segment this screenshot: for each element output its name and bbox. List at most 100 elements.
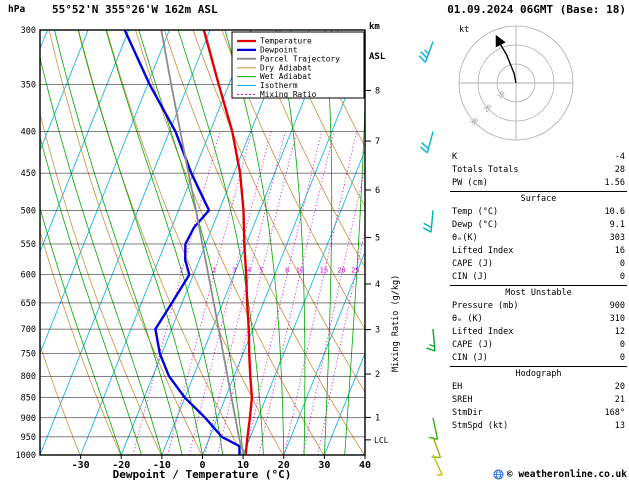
svg-text:600: 600 bbox=[21, 271, 36, 281]
svg-text:20: 20 bbox=[482, 103, 493, 114]
hodograph-unit-label: kt bbox=[459, 25, 470, 35]
index-value: 12 bbox=[614, 327, 625, 337]
copyright-text: © weatheronline.co.uk bbox=[506, 469, 627, 480]
svg-text:8: 8 bbox=[375, 86, 380, 96]
svg-text:300: 300 bbox=[21, 26, 36, 36]
svg-text:25: 25 bbox=[351, 267, 359, 275]
index-row: StmDir 168° bbox=[450, 407, 627, 420]
globe-icon bbox=[493, 469, 504, 480]
indices-section-surface: Surface Temp (°C) 10.6 Dewp (°C) 9.1 θₑ(K) 303… bbox=[450, 191, 627, 284]
wind-barbs bbox=[418, 41, 443, 476]
index-label: Lifted Index bbox=[452, 327, 514, 337]
index-value: 900 bbox=[609, 301, 625, 311]
svg-text:550: 550 bbox=[21, 240, 36, 250]
svg-text:750: 750 bbox=[21, 349, 36, 359]
index-row: Lifted Index 16 bbox=[450, 245, 627, 258]
svg-text:2: 2 bbox=[212, 267, 216, 275]
svg-text:10: 10 bbox=[496, 89, 507, 100]
svg-text:15: 15 bbox=[320, 267, 328, 275]
index-value: 168° bbox=[604, 408, 625, 418]
index-row: PW (cm) 1.56 bbox=[450, 177, 627, 190]
svg-text:Dry Adiabat: Dry Adiabat bbox=[260, 63, 312, 72]
sounding-curves bbox=[123, 30, 254, 455]
pressure-unit-label: hPa bbox=[8, 4, 26, 15]
svg-text:2: 2 bbox=[375, 370, 380, 380]
svg-text:500: 500 bbox=[21, 206, 36, 216]
index-row: CAPE (J) 0 bbox=[450, 258, 627, 271]
mixing-ratio-axis-label: Mixing Ratio (g/kg) bbox=[391, 274, 401, 372]
section-title: Most Unstable bbox=[505, 288, 572, 298]
svg-text:800: 800 bbox=[21, 372, 36, 382]
svg-text:-20: -20 bbox=[112, 460, 130, 471]
index-label: CAPE (J) bbox=[452, 259, 493, 269]
copyright: © weatheronline.co.uk bbox=[493, 469, 627, 480]
index-label: SREH bbox=[452, 395, 473, 405]
index-value: 0 bbox=[619, 272, 625, 282]
index-label: K bbox=[452, 152, 458, 162]
svg-text:30: 30 bbox=[318, 460, 330, 471]
svg-text:1: 1 bbox=[179, 267, 183, 275]
index-value: 1.56 bbox=[604, 178, 625, 188]
svg-text:3: 3 bbox=[375, 326, 380, 336]
index-value: 310 bbox=[609, 314, 625, 324]
index-value: 10.6 bbox=[604, 207, 625, 217]
svg-text:1000: 1000 bbox=[16, 451, 36, 461]
index-label: Lifted Index bbox=[452, 246, 514, 256]
svg-text:Mixing Ratio: Mixing Ratio bbox=[260, 90, 317, 99]
index-row: K -4 bbox=[450, 151, 627, 164]
index-row: θₑ(K) 303 bbox=[450, 232, 627, 245]
svg-text:5: 5 bbox=[375, 233, 380, 243]
svg-text:3: 3 bbox=[232, 267, 236, 275]
index-label: θₑ(K) bbox=[452, 233, 478, 243]
index-label: θₑ (K) bbox=[452, 314, 483, 324]
svg-text:4: 4 bbox=[247, 267, 251, 275]
index-label: CAPE (J) bbox=[452, 340, 493, 350]
altitude-unit-km: km bbox=[369, 22, 380, 32]
altitude-axis-ticks: 8 7 6 5 4 3 2 1 bbox=[365, 86, 380, 441]
mixing-ratio-labels: 1 2 3 4 5 8 10 15 20 25 bbox=[179, 267, 360, 275]
svg-text:700: 700 bbox=[21, 325, 36, 335]
svg-text:10: 10 bbox=[296, 267, 304, 275]
index-value: 20 bbox=[614, 382, 625, 392]
section-title: Surface bbox=[520, 194, 557, 204]
pressure-axis-labels: 300 350 400 450 500 550 600 650 700 750 800 850 900 9… bbox=[16, 26, 36, 461]
svg-text:20: 20 bbox=[337, 267, 345, 275]
svg-text:-10: -10 bbox=[153, 460, 171, 471]
station-title: 55°52'N 355°26'W 162m ASL bbox=[52, 3, 218, 16]
datetime-title: 01.09.2024 06GMT (Base: 18) bbox=[447, 3, 626, 16]
dewpoint-curve bbox=[123, 30, 241, 455]
index-value: 9.1 bbox=[609, 220, 625, 230]
index-label: EH bbox=[452, 382, 463, 392]
svg-text:5: 5 bbox=[259, 267, 263, 275]
svg-text:400: 400 bbox=[21, 128, 36, 138]
svg-text:900: 900 bbox=[21, 414, 36, 424]
index-row: CIN (J) 0 bbox=[450, 352, 627, 365]
svg-text:0: 0 bbox=[199, 460, 205, 471]
index-value: -4 bbox=[614, 152, 625, 162]
index-label: StmSpd (kt) bbox=[452, 421, 509, 431]
svg-text:650: 650 bbox=[21, 299, 36, 309]
parcel-curve bbox=[160, 30, 247, 455]
index-value: 0 bbox=[619, 259, 625, 269]
index-label: Totals Totals bbox=[452, 165, 519, 175]
index-value: 16 bbox=[614, 246, 625, 256]
svg-text:Isotherm: Isotherm bbox=[260, 81, 298, 90]
svg-text:4: 4 bbox=[375, 280, 380, 290]
indices-section-hodograph: Hodograph EH 20 SREH 21 StmDir 168° StmSpd (kt)… bbox=[450, 366, 627, 433]
svg-text:30: 30 bbox=[469, 116, 480, 127]
index-value: 13 bbox=[614, 421, 625, 431]
svg-text:7: 7 bbox=[375, 137, 380, 147]
svg-text:Dewpoint: Dewpoint bbox=[260, 46, 298, 55]
svg-text:8: 8 bbox=[285, 267, 289, 275]
index-row: CAPE (J) 0 bbox=[450, 339, 627, 352]
svg-text:20: 20 bbox=[278, 460, 290, 471]
index-row: Totals Totals 28 bbox=[450, 164, 627, 177]
temperature-axis-labels: -30 -20 -10 0 10 20 30 40 bbox=[72, 455, 371, 471]
index-value: 0 bbox=[619, 353, 625, 363]
svg-text:Temperature: Temperature bbox=[260, 37, 312, 46]
altitude-unit-asl: ASL bbox=[369, 52, 386, 62]
temperature-curve bbox=[202, 30, 254, 455]
